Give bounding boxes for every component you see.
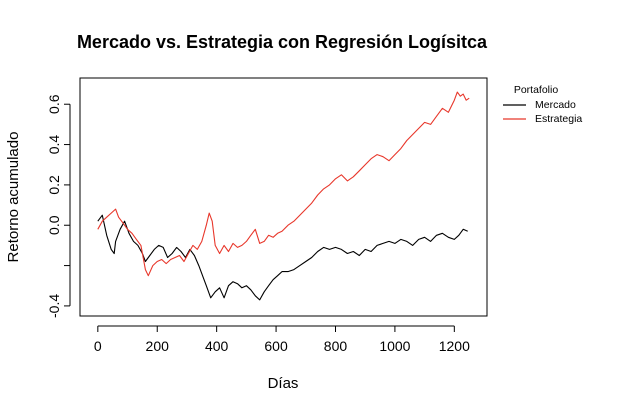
y-axis-label: Retorno acumulado [5, 132, 22, 263]
y-tick-label: -0.4 [46, 294, 62, 318]
x-tick-label: 400 [205, 338, 229, 354]
plot-frame [79, 77, 488, 317]
x-tick-label: 800 [324, 338, 348, 354]
legend-label-mercado: Mercado [535, 99, 576, 111]
x-axis-label: Días [268, 375, 299, 392]
y-tick-label: 0.2 [46, 175, 62, 195]
x-tick-label: 200 [146, 338, 170, 354]
x-tick-label: 0 [94, 338, 102, 354]
x-tick-label: 600 [264, 338, 288, 354]
series-line-mercado [97, 214, 468, 301]
series-line-estrategia [97, 91, 470, 277]
y-tick-label: 0.4 [46, 135, 62, 155]
legend: Portafolio Mercado Estrategia [503, 84, 582, 125]
x-axis: 0 200 400 600 800 1000 1200 [94, 325, 470, 354]
series-layer [97, 91, 470, 301]
chart-title: Mercado vs. Estrategia con Regresión Log… [77, 32, 488, 52]
x-tick-label: 1000 [379, 338, 410, 354]
x-tick-label: 1200 [439, 338, 470, 354]
y-tick-label: 0.6 [46, 94, 62, 114]
legend-title: Portafolio [514, 84, 559, 96]
legend-label-estrategia: Estrategia [535, 113, 582, 125]
y-tick-label: 0.0 [46, 215, 62, 235]
y-axis: -0.4 0.0 0.2 0.4 0.6 [46, 94, 71, 318]
